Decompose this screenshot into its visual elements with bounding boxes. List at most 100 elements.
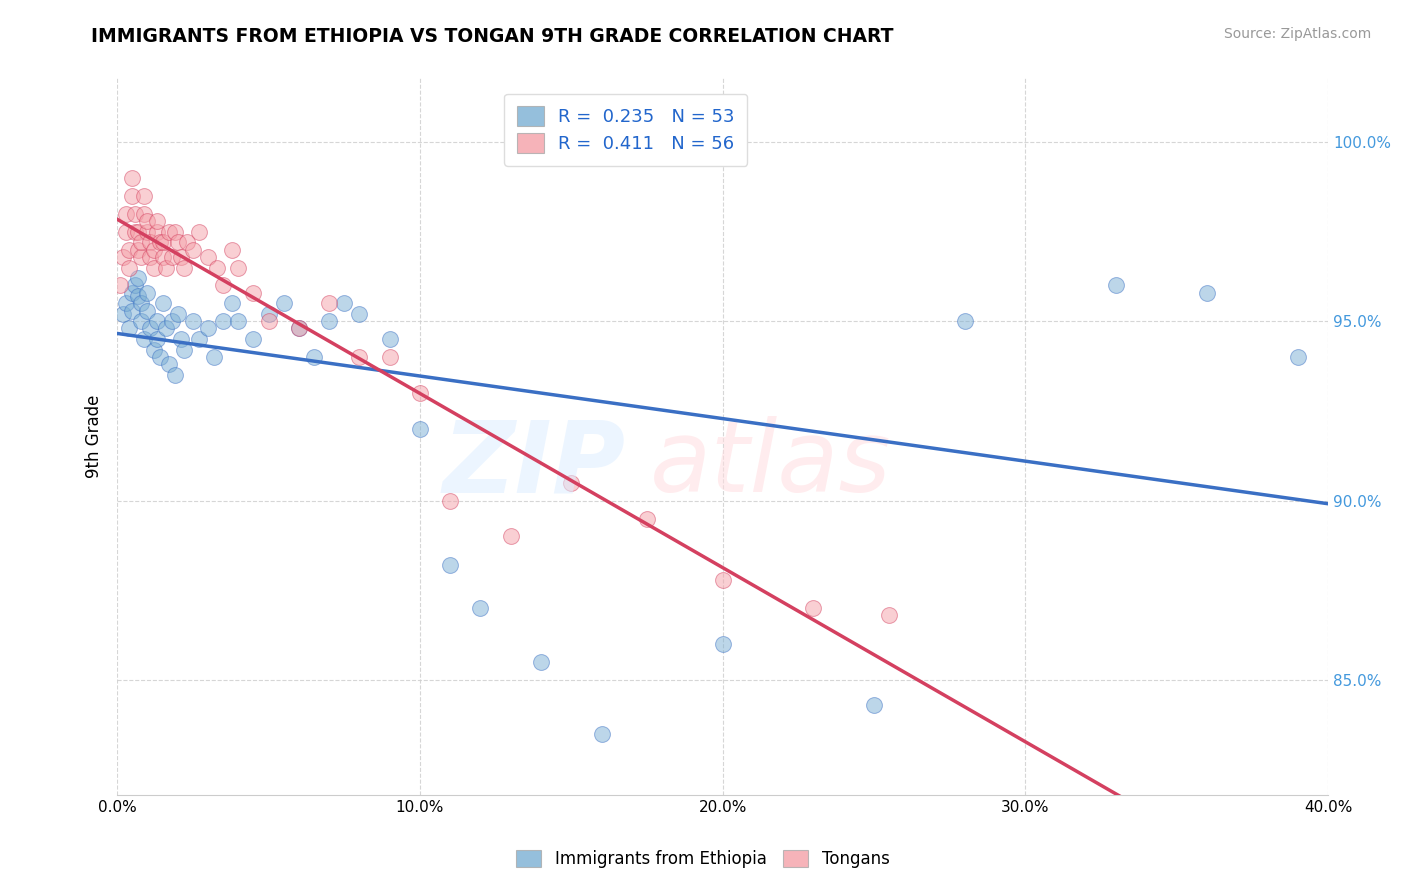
Point <box>242 332 264 346</box>
Point <box>173 260 195 275</box>
Point <box>205 260 228 275</box>
Point <box>136 214 159 228</box>
Point <box>142 343 165 357</box>
Point <box>170 332 193 346</box>
Point <box>121 170 143 185</box>
Point <box>318 314 340 328</box>
Point <box>288 321 311 335</box>
Point <box>110 278 132 293</box>
Point <box>145 225 167 239</box>
Point <box>163 225 186 239</box>
Point <box>124 225 146 239</box>
Point <box>145 214 167 228</box>
Point <box>1105 278 1128 293</box>
Point <box>127 271 149 285</box>
Point <box>221 296 243 310</box>
Point <box>118 243 141 257</box>
Point <box>349 307 371 321</box>
Point <box>115 296 138 310</box>
Point <box>134 207 156 221</box>
Point <box>242 285 264 300</box>
Point <box>439 493 461 508</box>
Point <box>318 296 340 310</box>
Point <box>349 350 371 364</box>
Point <box>157 357 180 371</box>
Point <box>197 250 219 264</box>
Point <box>163 368 186 383</box>
Point <box>152 235 174 250</box>
Y-axis label: 9th Grade: 9th Grade <box>86 394 103 478</box>
Point <box>127 243 149 257</box>
Point <box>226 260 249 275</box>
Point <box>134 188 156 202</box>
Point <box>131 235 153 250</box>
Point <box>139 321 162 335</box>
Point <box>636 511 658 525</box>
Point <box>124 207 146 221</box>
Text: IMMIGRANTS FROM ETHIOPIA VS TONGAN 9TH GRADE CORRELATION CHART: IMMIGRANTS FROM ETHIOPIA VS TONGAN 9TH G… <box>91 27 894 45</box>
Point <box>148 350 170 364</box>
Point <box>118 321 141 335</box>
Point <box>121 303 143 318</box>
Point <box>157 225 180 239</box>
Point <box>273 296 295 310</box>
Point <box>115 225 138 239</box>
Point <box>378 332 401 346</box>
Point <box>166 307 188 321</box>
Point <box>439 558 461 573</box>
Text: atlas: atlas <box>650 417 891 513</box>
Point <box>1286 350 1309 364</box>
Point <box>711 573 734 587</box>
Legend: Immigrants from Ethiopia, Tongans: Immigrants from Ethiopia, Tongans <box>510 843 896 875</box>
Point <box>378 350 401 364</box>
Point <box>187 225 209 239</box>
Point <box>212 314 235 328</box>
Point <box>181 314 204 328</box>
Point <box>139 250 162 264</box>
Point <box>136 225 159 239</box>
Point <box>134 332 156 346</box>
Point <box>257 314 280 328</box>
Point <box>499 529 522 543</box>
Point <box>1195 285 1218 300</box>
Point <box>121 285 143 300</box>
Point <box>145 332 167 346</box>
Point <box>560 475 582 490</box>
Point <box>142 260 165 275</box>
Legend: R =  0.235   N = 53, R =  0.411   N = 56: R = 0.235 N = 53, R = 0.411 N = 56 <box>505 94 748 166</box>
Point <box>226 314 249 328</box>
Point <box>155 260 177 275</box>
Point <box>160 314 183 328</box>
Point <box>145 314 167 328</box>
Point <box>212 278 235 293</box>
Point <box>176 235 198 250</box>
Point <box>803 601 825 615</box>
Point <box>127 225 149 239</box>
Point <box>257 307 280 321</box>
Point <box>302 350 325 364</box>
Point <box>711 637 734 651</box>
Point <box>187 332 209 346</box>
Point <box>131 250 153 264</box>
Point <box>121 188 143 202</box>
Point <box>124 278 146 293</box>
Point <box>136 285 159 300</box>
Point <box>152 250 174 264</box>
Text: ZIP: ZIP <box>443 417 626 513</box>
Point <box>181 243 204 257</box>
Point <box>166 235 188 250</box>
Point <box>131 314 153 328</box>
Point <box>877 608 900 623</box>
Point <box>136 303 159 318</box>
Point <box>170 250 193 264</box>
Point <box>409 386 432 401</box>
Point <box>152 296 174 310</box>
Point <box>202 350 225 364</box>
Point <box>333 296 356 310</box>
Point <box>155 321 177 335</box>
Point <box>863 698 886 712</box>
Point <box>139 235 162 250</box>
Point <box>115 207 138 221</box>
Point <box>131 296 153 310</box>
Point <box>112 307 135 321</box>
